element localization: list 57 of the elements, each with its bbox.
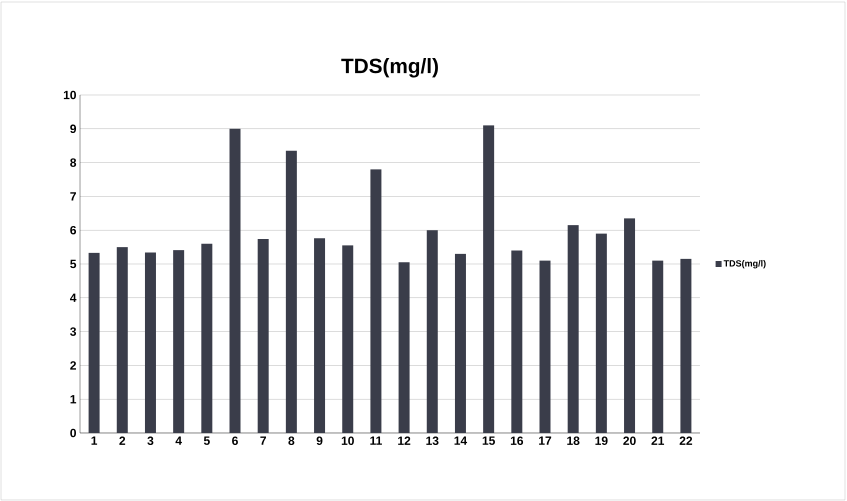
bar	[426, 230, 438, 433]
bar	[173, 250, 184, 433]
x-tick-label: 13	[426, 436, 439, 446]
bar	[116, 247, 128, 433]
x-tick-label: 21	[651, 436, 664, 445]
bar	[596, 234, 607, 433]
x-tick-label: 5	[204, 436, 210, 445]
bar	[680, 258, 692, 433]
bar	[201, 244, 212, 433]
y-tick-label: 1	[70, 395, 76, 404]
bar	[144, 252, 156, 433]
chart-title: TDS(mg/l)	[341, 58, 438, 78]
y-tick-label: 5	[70, 260, 76, 268]
bar	[370, 169, 382, 433]
x-tick-label: 20	[623, 436, 636, 446]
x-tick-label: 10	[342, 436, 354, 446]
bar	[88, 252, 100, 433]
bar	[454, 254, 466, 433]
bar	[511, 250, 522, 433]
x-tick-label: 1	[92, 436, 98, 445]
y-tick-label: 8	[70, 158, 76, 167]
bar	[398, 262, 410, 433]
bar	[540, 260, 550, 433]
y-tick-label: 10	[64, 90, 76, 100]
y-tick-label: 3	[70, 327, 76, 336]
x-tick-label: 4	[175, 436, 182, 445]
x-tick-label: 9	[316, 436, 322, 446]
x-tick-label: 3	[147, 436, 154, 446]
bar	[483, 125, 494, 433]
x-tick-label: 2	[119, 436, 126, 445]
x-tick-label: 7	[260, 436, 266, 445]
x-tick-label: 14	[454, 436, 468, 445]
x-tick-label: 17	[539, 436, 552, 445]
bar	[314, 238, 326, 433]
bar	[342, 245, 354, 433]
x-tick-label: 16	[510, 436, 524, 446]
y-tick-label: 6	[70, 226, 76, 234]
bar	[230, 128, 241, 433]
y-tick-label: 7	[70, 192, 76, 201]
x-tick-label: 22	[680, 436, 692, 445]
x-tick-label: 18	[567, 436, 580, 446]
bar	[258, 238, 269, 433]
bar	[624, 218, 636, 433]
y-tick-label: 9	[70, 124, 76, 134]
bar	[652, 260, 664, 433]
x-tick-label: 8	[288, 436, 294, 446]
x-tick-label: 15	[482, 436, 495, 445]
bar	[568, 225, 579, 433]
x-tick-label: 12	[398, 436, 410, 445]
legend-label: TDS(mg/l)	[724, 260, 766, 268]
x-tick-label: 19	[595, 436, 608, 446]
y-tick-label: 4	[70, 294, 76, 302]
x-tick-label: 6	[232, 436, 238, 446]
x-tick-label: 11	[370, 436, 382, 445]
y-tick-label: 0	[70, 428, 76, 438]
bar	[286, 150, 297, 433]
y-tick-label: 2	[70, 361, 76, 370]
